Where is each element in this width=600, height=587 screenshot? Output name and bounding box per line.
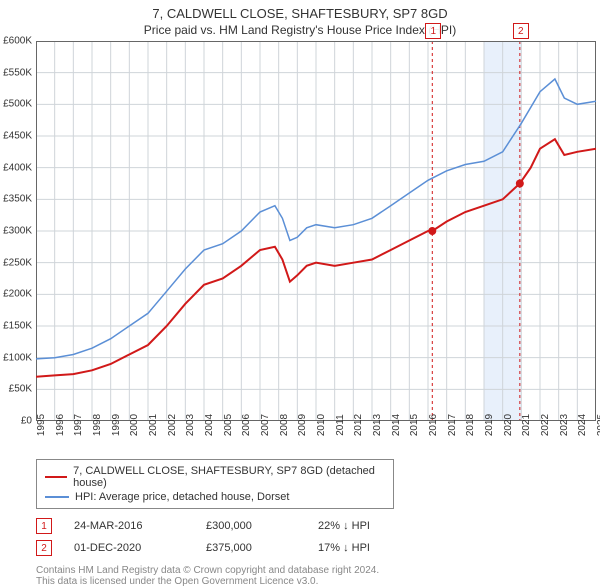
x-tick-label: 2000 <box>129 414 140 436</box>
x-tick-label: 2023 <box>559 414 570 436</box>
x-tick-label: 2025 <box>596 414 600 436</box>
transaction-row: 1 24-MAR-2016 £300,000 22% ↓ HPI <box>36 515 590 537</box>
x-tick-label: 1998 <box>92 414 103 436</box>
transaction-list: 1 24-MAR-2016 £300,000 22% ↓ HPI 2 01-DEC-202… <box>36 515 590 559</box>
chart-svg <box>36 41 596 421</box>
legend-swatch <box>45 476 67 478</box>
x-tick-label: 1997 <box>73 414 84 436</box>
transaction-row: 2 01-DEC-2020 £375,000 17% ↓ HPI <box>36 537 590 559</box>
transaction-price: £300,000 <box>206 520 296 532</box>
legend: 7, CALDWELL CLOSE, SHAFTESBURY, SP7 8GD … <box>36 459 394 509</box>
x-tick-label: 2012 <box>353 414 364 436</box>
x-tick-label: 1999 <box>111 414 122 436</box>
chart-callout-marker: 2 <box>513 23 529 39</box>
x-tick-label: 2022 <box>540 414 551 436</box>
y-tick-label: £150K <box>3 321 32 332</box>
x-tick-label: 2016 <box>428 414 439 436</box>
chart-area: £0£50K£100K£150K£200K£250K£300K£350K£400… <box>36 41 596 421</box>
legend-swatch <box>45 496 69 498</box>
footer-line-1: Contains HM Land Registry data © Crown c… <box>36 565 590 576</box>
y-tick-label: £400K <box>3 162 32 173</box>
y-tick-label: £450K <box>3 131 32 142</box>
y-tick-label: £550K <box>3 67 32 78</box>
x-tick-label: 2001 <box>148 414 159 436</box>
x-tick-label: 1995 <box>36 414 47 436</box>
x-tick-label: 2003 <box>185 414 196 436</box>
x-tick-label: 2010 <box>316 414 327 436</box>
legend-item: HPI: Average price, detached house, Dors… <box>45 490 385 504</box>
x-tick-label: 2017 <box>447 414 458 436</box>
x-tick-label: 2013 <box>372 414 383 436</box>
y-tick-label: £50K <box>9 384 32 395</box>
chart-title: 7, CALDWELL CLOSE, SHAFTESBURY, SP7 8GD <box>0 0 600 21</box>
transaction-marker: 2 <box>36 540 52 556</box>
y-tick-label: £350K <box>3 194 32 205</box>
transaction-delta: 17% ↓ HPI <box>318 542 370 554</box>
x-axis-labels: 1995199619971998199920002001200220032004… <box>36 421 596 451</box>
footer-line-2: This data is licensed under the Open Gov… <box>36 576 590 587</box>
legend-item: 7, CALDWELL CLOSE, SHAFTESBURY, SP7 8GD … <box>45 464 385 490</box>
x-tick-label: 2005 <box>223 414 234 436</box>
transaction-delta: 22% ↓ HPI <box>318 520 370 532</box>
x-tick-label: 2006 <box>241 414 252 436</box>
chart-callout-marker: 1 <box>425 23 441 39</box>
x-tick-label: 2020 <box>503 414 514 436</box>
y-tick-label: £0 <box>21 416 32 427</box>
x-tick-label: 2019 <box>484 414 495 436</box>
y-tick-label: £600K <box>3 36 32 47</box>
y-tick-label: £300K <box>3 226 32 237</box>
x-tick-label: 2021 <box>521 414 532 436</box>
legend-label: HPI: Average price, detached house, Dors… <box>75 491 289 503</box>
transaction-price: £375,000 <box>206 542 296 554</box>
x-tick-label: 2018 <box>465 414 476 436</box>
y-tick-label: £500K <box>3 99 32 110</box>
transaction-date: 01-DEC-2020 <box>74 542 184 554</box>
y-tick-label: £200K <box>3 289 32 300</box>
transaction-date: 24-MAR-2016 <box>74 520 184 532</box>
x-tick-label: 2014 <box>391 414 402 436</box>
x-tick-label: 1996 <box>55 414 66 436</box>
footer: Contains HM Land Registry data © Crown c… <box>36 565 590 587</box>
legend-label: 7, CALDWELL CLOSE, SHAFTESBURY, SP7 8GD … <box>73 465 385 489</box>
x-tick-label: 2007 <box>260 414 271 436</box>
x-tick-label: 2015 <box>409 414 420 436</box>
y-tick-label: £100K <box>3 352 32 363</box>
y-axis-labels: £0£50K£100K£150K£200K£250K£300K£350K£400… <box>0 41 34 421</box>
x-tick-label: 2002 <box>167 414 178 436</box>
transaction-marker: 1 <box>36 518 52 534</box>
chart-subtitle: Price paid vs. HM Land Registry's House … <box>0 21 600 41</box>
x-tick-label: 2024 <box>577 414 588 436</box>
x-tick-label: 2011 <box>335 414 346 436</box>
x-tick-label: 2008 <box>279 414 290 436</box>
x-tick-label: 2009 <box>297 414 308 436</box>
x-tick-label: 2004 <box>204 414 215 436</box>
y-tick-label: £250K <box>3 257 32 268</box>
